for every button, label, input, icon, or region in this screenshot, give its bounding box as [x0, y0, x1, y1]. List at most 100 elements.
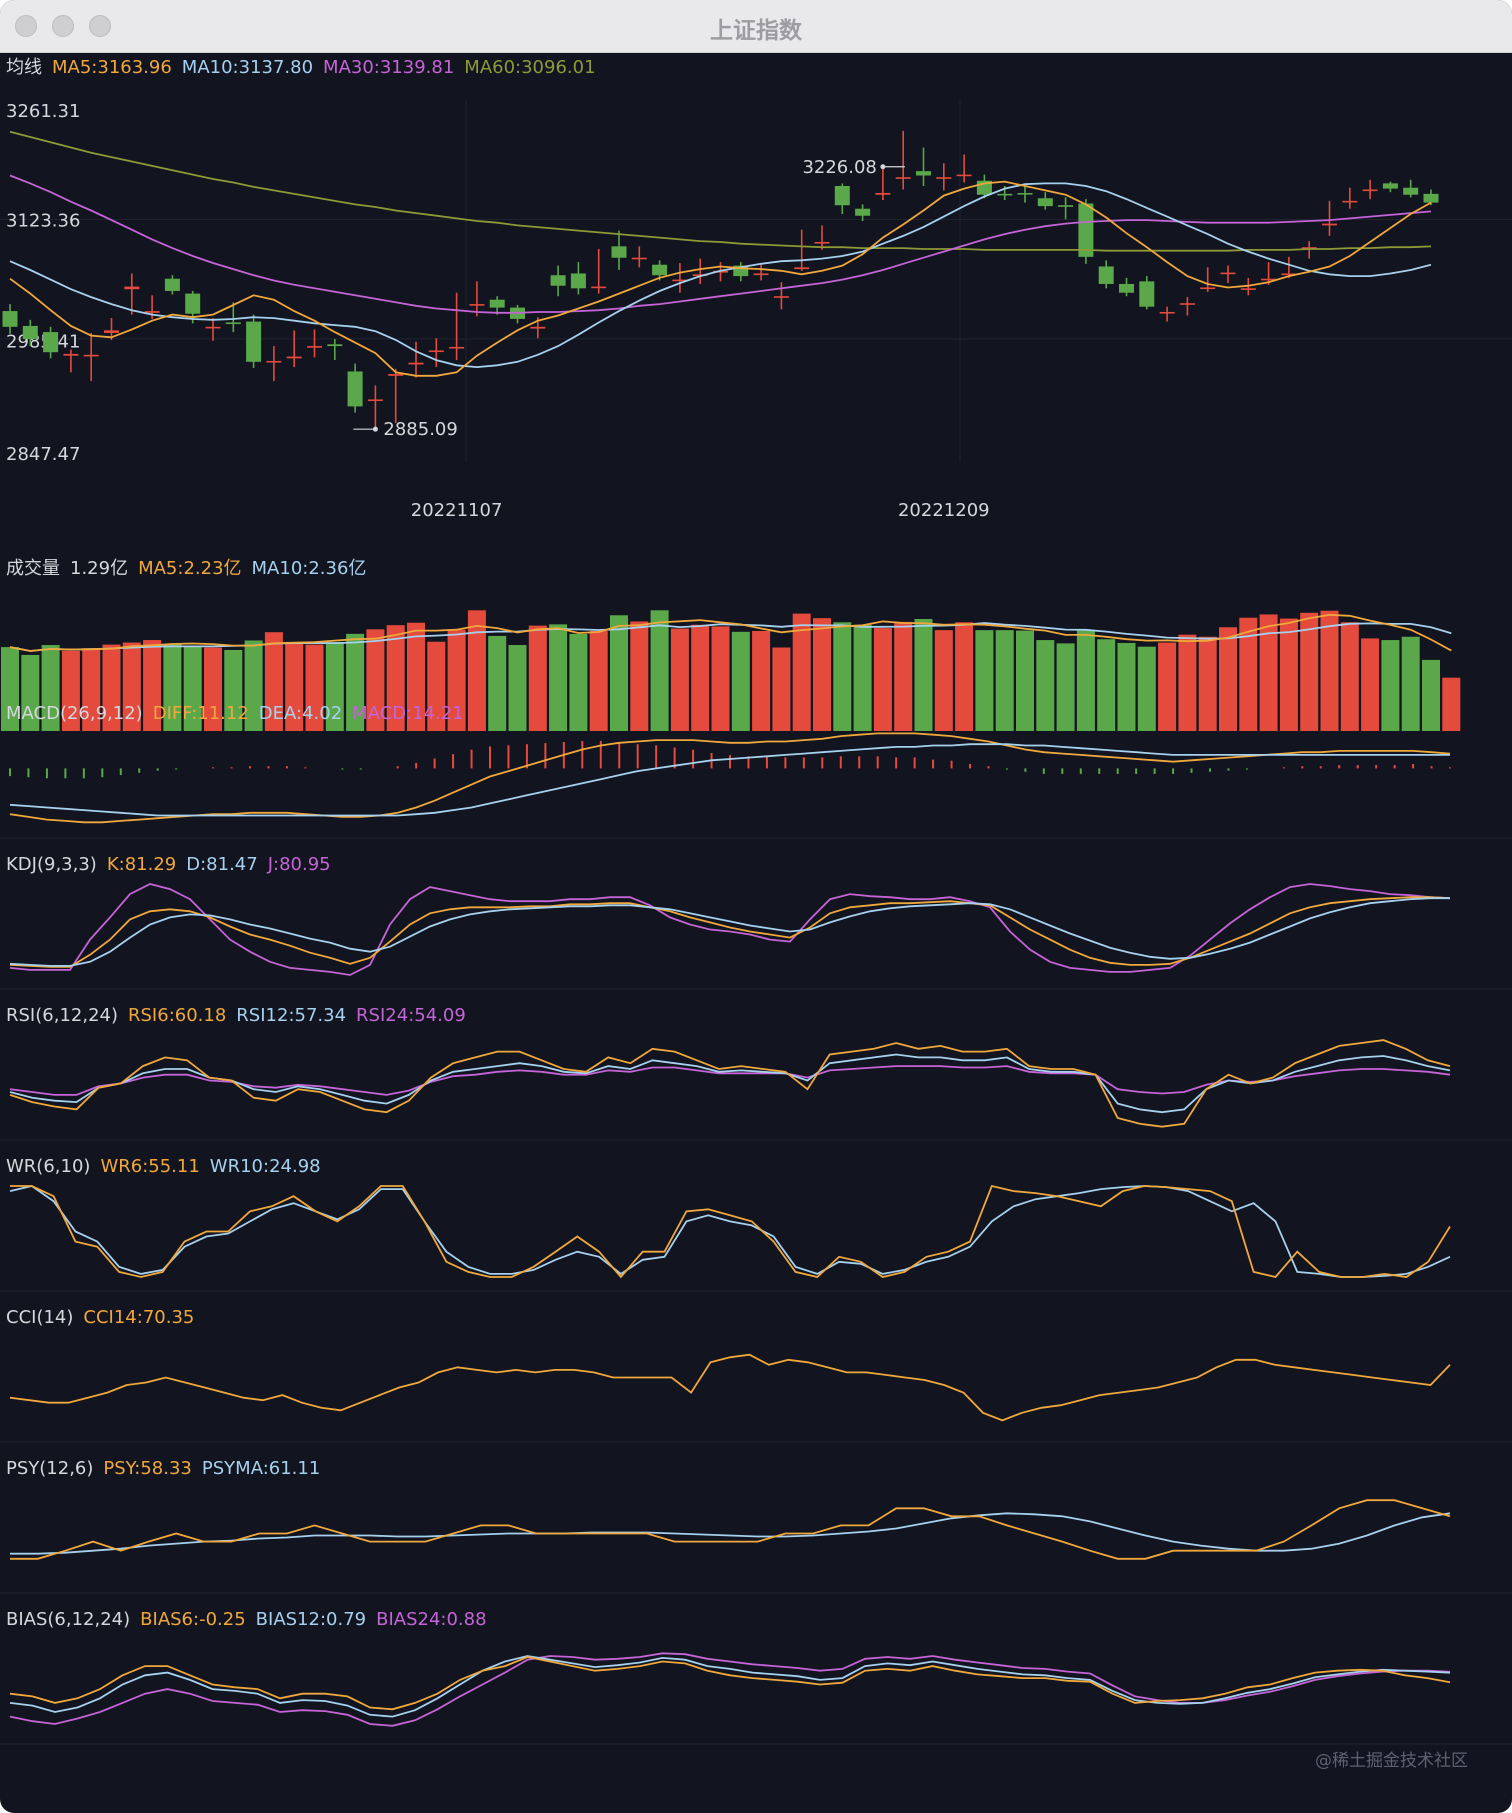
- minimize-window-button[interactable]: [52, 15, 74, 37]
- volume-bar-down: [488, 635, 507, 731]
- volume-bar-up: [630, 621, 649, 731]
- stock-chart[interactable]: 均线 MA5:3163.96 MA10:3137.80 MA30:3139.81 MA6…: [0, 52, 1512, 1813]
- y-tick-0: 3261.31: [6, 101, 80, 122]
- volume-bar-down: [1422, 659, 1440, 731]
- psy-legend-0: PSY(12,6): [6, 1458, 93, 1479]
- candle-up: [936, 177, 952, 179]
- volume-bar-up: [143, 640, 162, 731]
- volume-bar-up: [1340, 622, 1359, 731]
- volume-bar-up: [711, 626, 730, 731]
- volume-bar-up: [204, 647, 222, 731]
- candle-down: [652, 264, 668, 276]
- ma5-line: [9, 180, 1432, 377]
- candle-down: [347, 371, 363, 407]
- high-marker-dot: [880, 164, 886, 170]
- zoom-window-button[interactable]: [89, 15, 111, 37]
- macd-legend-3: MACD:14.21: [352, 703, 464, 724]
- rsi-rsi12-line: [9, 1053, 1451, 1114]
- kdj-legend-0: KDJ(9,3,3): [6, 854, 97, 875]
- candle-up: [104, 330, 119, 333]
- watermark: @稀土掘金技术社区: [1315, 1751, 1468, 1771]
- candle-up: [63, 353, 79, 356]
- psy-legend-1: PSY:58.33: [103, 1458, 191, 1479]
- kline-legend-2: MA10:3137.80: [182, 57, 313, 78]
- volume-bar-down: [1097, 639, 1116, 731]
- window-title: 上证指数: [710, 18, 802, 44]
- volume-bar-up: [1320, 610, 1339, 731]
- volume-bar-down: [853, 624, 872, 731]
- wr-legend-1: WR6:55.11: [100, 1156, 199, 1177]
- kdj-j-line: [9, 883, 1451, 976]
- volume-bar-up: [934, 630, 953, 731]
- high-label: 3226.08: [802, 157, 876, 178]
- kdj-k-line: [9, 896, 1451, 968]
- candle-down: [1119, 283, 1134, 293]
- cci-legend-1: CCI14:70.35: [83, 1307, 194, 1328]
- volume-bar-down: [975, 630, 994, 731]
- volume-bar-up: [1239, 617, 1258, 731]
- y-tick-1: 3123.36: [6, 211, 80, 232]
- kdj-legend-3: J:80.95: [267, 854, 331, 875]
- bias-legend-3: BIAS24:0.88: [376, 1609, 486, 1630]
- candle-up: [266, 360, 282, 363]
- volume-bar-down: [508, 645, 527, 731]
- candle-up: [286, 356, 302, 359]
- candle-up: [469, 304, 485, 306]
- candle-up: [1342, 200, 1358, 203]
- volume-bar-up: [61, 650, 80, 731]
- volume-bar-up: [1442, 677, 1461, 731]
- psy-psyma-line: [10, 1512, 1451, 1555]
- volume-bar-down: [244, 640, 263, 731]
- candle-up: [144, 311, 160, 313]
- macd-dea-line: [9, 743, 1450, 817]
- volume-bar-down: [1, 647, 19, 731]
- psy-psy-line: [10, 1499, 1451, 1560]
- volume-bar-down: [183, 646, 202, 731]
- volume-bar-up: [528, 625, 547, 731]
- volume-bar-up: [447, 629, 466, 731]
- volume-bar-down: [610, 615, 628, 731]
- kline-legend-4: MA60:3096.01: [464, 57, 595, 78]
- candle-down: [834, 185, 850, 206]
- candle-up: [1240, 288, 1256, 290]
- rsi-rsi24-line: [9, 1065, 1451, 1096]
- candle-up: [1362, 189, 1378, 192]
- candle-down: [489, 299, 505, 308]
- macd-legend-2: DEA:4.02: [259, 703, 342, 724]
- volume-bar-up: [366, 629, 385, 731]
- macd-legend-0: MACD(26,9,12): [6, 703, 143, 724]
- volume-bar-up: [82, 648, 101, 731]
- candle-down: [164, 278, 180, 291]
- candle-up: [205, 326, 221, 329]
- volume-bar-down: [1016, 630, 1034, 731]
- candle-up: [1179, 303, 1195, 305]
- candle-down: [1139, 281, 1155, 307]
- volume-bar-up: [122, 642, 141, 731]
- volume-bar-up: [407, 622, 425, 731]
- candle-down: [1037, 198, 1053, 207]
- candle-up: [1261, 278, 1277, 281]
- ma10-line: [9, 182, 1432, 369]
- volume-bar-up: [102, 644, 121, 731]
- candle-down: [327, 344, 343, 347]
- volume-bar-down: [650, 610, 669, 731]
- candle-up: [753, 273, 769, 276]
- volume-bar-down: [346, 633, 365, 731]
- volume-bar-up: [1219, 627, 1237, 731]
- candle-up: [631, 257, 647, 260]
- candle-down: [1423, 193, 1439, 203]
- kdj-legend-1: K:81.29: [107, 854, 176, 875]
- candle-down: [1098, 266, 1114, 284]
- title-bar: 上证指数: [0, 0, 1512, 53]
- volume-ma5-line: [9, 613, 1452, 652]
- candle-down: [22, 325, 38, 340]
- candle-up: [875, 192, 891, 195]
- volume-legend-1: 1.29亿: [70, 558, 128, 579]
- close-window-button[interactable]: [15, 15, 37, 37]
- candle-down: [611, 246, 627, 258]
- candle-down: [1078, 203, 1094, 257]
- candle-down: [185, 293, 201, 314]
- candle-down: [550, 275, 566, 286]
- candle-down: [1017, 192, 1033, 195]
- bias-legend-2: BIAS12:0.79: [256, 1609, 366, 1630]
